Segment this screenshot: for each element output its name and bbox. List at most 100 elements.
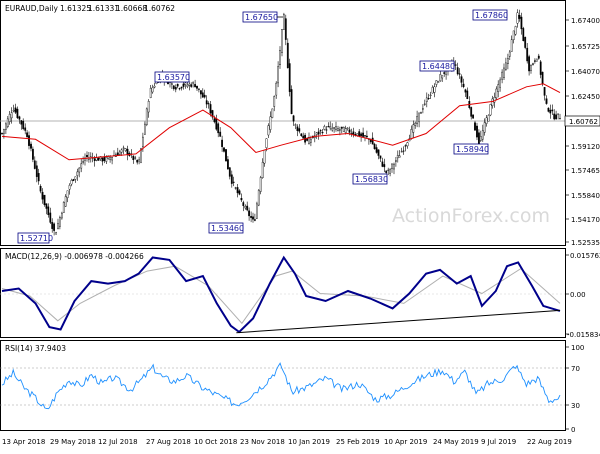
candle-body: [64, 196, 67, 207]
x-tick: 10 Apr 2019: [384, 438, 427, 446]
x-tick: 13 Apr 2018: [2, 438, 45, 446]
candle-body: [553, 113, 556, 120]
candle-body: [143, 123, 146, 135]
candle-body: [105, 157, 108, 162]
candle-body: [530, 65, 532, 71]
candle-body: [532, 63, 534, 65]
candle-body: [136, 159, 139, 163]
candle-body: [458, 73, 461, 75]
x-tick: 24 May 2019: [433, 438, 479, 446]
candle-body: [518, 14, 521, 19]
candle-body: [221, 139, 223, 148]
candle-body: [385, 170, 388, 173]
candle-body: [213, 118, 216, 123]
rsi-y-tick: 0: [571, 426, 575, 434]
candle-body: [124, 148, 127, 151]
candle-body: [541, 71, 544, 85]
candle-body: [284, 18, 287, 40]
candle-body: [348, 129, 351, 133]
candle-body: [32, 148, 34, 160]
candle-body: [342, 126, 345, 132]
candle-body: [420, 111, 422, 114]
x-tick: 9 Jul 2019: [481, 438, 516, 446]
candle-body: [140, 148, 142, 163]
price-label-box: [208, 222, 244, 234]
candle-body: [234, 187, 237, 189]
candle-body: [201, 92, 204, 98]
candle-body: [437, 81, 440, 83]
candle-body: [273, 96, 276, 107]
candle-body: [339, 129, 341, 131]
candle-body: [557, 113, 560, 115]
candle-body: [49, 212, 52, 223]
x-tick: 29 May 2018: [50, 438, 96, 446]
macd-trendline: [236, 309, 561, 334]
candle-body: [288, 63, 291, 92]
candle-body: [547, 107, 550, 112]
candle-body: [366, 135, 368, 138]
candle-body: [379, 155, 382, 159]
candle-body: [196, 85, 198, 89]
candle-body: [462, 83, 465, 87]
candle-body: [404, 145, 407, 147]
candle-body: [524, 37, 527, 48]
price-y-tick: 1.57465: [571, 167, 600, 175]
candle-body: [76, 171, 79, 176]
candle-body: [551, 109, 554, 112]
candle-body: [182, 83, 185, 87]
candle-body: [170, 83, 173, 85]
last-price-box: [564, 115, 600, 127]
rsi-y-tick: 70: [571, 365, 580, 373]
candle-body: [522, 28, 525, 41]
candle-body: [176, 83, 179, 87]
macd-panel: MACD(12,26,9) -0.006978 -0.004266 0.0157…: [0, 248, 600, 339]
candle-body: [559, 118, 561, 120]
candle-body: [16, 108, 19, 118]
candle-body: [70, 180, 73, 185]
candle-body: [302, 135, 305, 139]
candle-body: [97, 158, 100, 161]
candle-body: [439, 74, 442, 82]
price-label-low-1: 1.52710: [20, 234, 53, 243]
candle-body: [199, 90, 202, 95]
candle-body: [207, 103, 210, 105]
candle-body: [253, 219, 256, 221]
rsi-panel: RSI(14) 37.9403 100 70 30 0: [0, 340, 584, 434]
candle-body: [495, 88, 498, 99]
candle-body: [441, 75, 444, 79]
rsi-line: [1, 362, 561, 410]
candle-body: [460, 76, 463, 83]
candle-body: [315, 132, 318, 135]
candle-body: [74, 176, 77, 180]
candle-body: [259, 177, 262, 192]
candle-body: [10, 112, 13, 119]
candle-body: [454, 64, 457, 66]
candle-body: [321, 132, 324, 134]
rsi-panel-title: RSI(14) 37.9403: [5, 344, 66, 353]
candle-body: [228, 167, 231, 177]
candle-body: [294, 124, 297, 126]
candle-body: [499, 79, 501, 88]
price-label-box: [472, 9, 508, 21]
price-label-box: [419, 60, 455, 72]
candle-body: [425, 97, 428, 102]
candle-body: [246, 205, 249, 211]
price-y-tick: 1.54170: [571, 216, 600, 224]
ohlc-open: 1.61325: [60, 4, 91, 13]
candle-body: [47, 206, 50, 216]
price-y-tick: 1.64070: [571, 68, 600, 76]
candle-body: [72, 179, 75, 181]
price-label-high-4: 1.67860: [475, 11, 508, 20]
candle-body: [62, 201, 65, 213]
candle-body: [109, 157, 112, 160]
candle-body: [319, 130, 322, 132]
candle-body: [252, 216, 254, 220]
candle-body: [472, 114, 474, 119]
candle-body: [141, 136, 144, 147]
candle-body: [174, 87, 177, 90]
candle-body: [310, 138, 312, 143]
candle-body: [470, 107, 473, 117]
candle-body: [507, 58, 509, 64]
candle-body: [528, 56, 531, 72]
